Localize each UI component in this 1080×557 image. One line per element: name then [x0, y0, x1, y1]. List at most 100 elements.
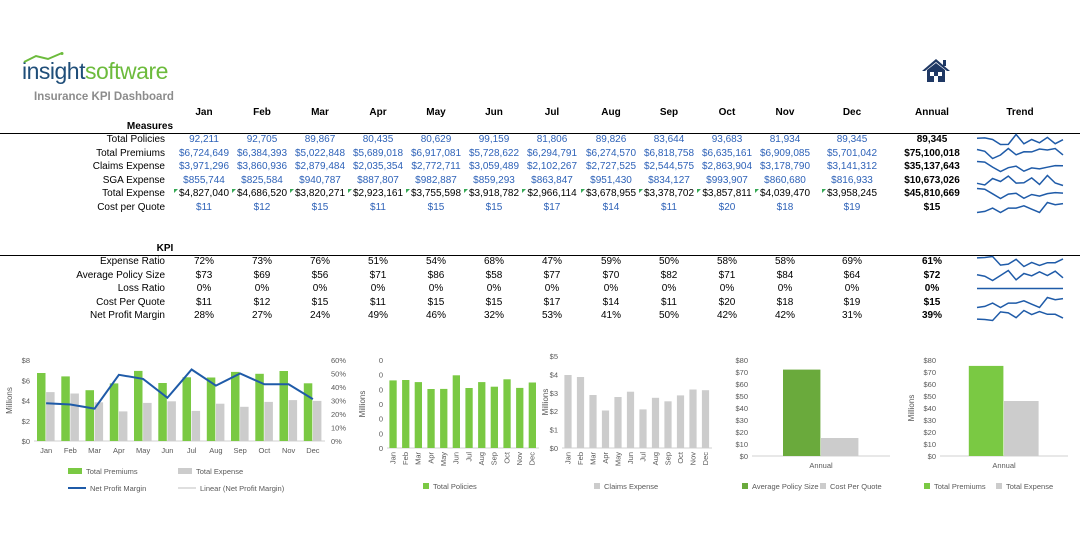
x-tick-label: Feb — [64, 446, 77, 455]
kpi-annual: $72 — [923, 269, 941, 281]
x-tick-label: May — [136, 446, 150, 455]
bar-total-premiums — [37, 373, 46, 441]
measure-value: $15 — [427, 202, 445, 213]
trend-sparkline — [976, 309, 1064, 322]
y-tick-label: $4 — [550, 370, 558, 379]
logo-text-software: software — [84, 58, 168, 84]
measure-value: $2,102,267 — [526, 161, 578, 173]
y2-tick-label: 0% — [331, 437, 342, 446]
y-tick-label: 0 — [379, 415, 383, 424]
measure-annual: $35,137,643 — [904, 161, 960, 173]
measure-value: $2,863,904 — [701, 161, 753, 173]
bar-claims-expense — [601, 410, 610, 448]
measure-value: $3,857,811 — [702, 188, 752, 200]
measure-label: Total Premiums — [96, 147, 165, 159]
cell-flag-icon — [464, 189, 468, 194]
x-tick-label: Jan — [388, 452, 397, 464]
bar-total-policies — [516, 387, 524, 448]
measure-value: 89,867 — [304, 134, 336, 145]
bar-total-premiums — [61, 376, 70, 441]
home-icon[interactable] — [921, 57, 951, 84]
measure-value: 89,826 — [595, 134, 627, 145]
x-tick-label: Nov — [515, 452, 524, 466]
measure-annual: $75,100,018 — [904, 147, 960, 159]
kpi-label: Average Policy Size — [76, 269, 165, 281]
bar-total-expense — [312, 400, 322, 441]
kpi-label: Net Profit Margin — [89, 310, 165, 322]
bar-total-policies — [528, 382, 536, 448]
kpi-value: $86 — [427, 269, 445, 281]
kpi-value: $15 — [427, 296, 445, 308]
y-tick-label: $3 — [550, 389, 558, 398]
y-tick-label: $4 — [22, 397, 30, 406]
kpi-value: 28% — [193, 310, 214, 322]
kpi-value: $56 — [311, 269, 329, 281]
kpi-value: 69% — [841, 256, 862, 267]
measure-value: $6,635,161 — [701, 147, 753, 159]
y-tick-label: 0 — [379, 444, 383, 453]
measure-label: Claims Expense — [92, 161, 165, 173]
measure-value: 92,211 — [189, 134, 219, 145]
bar-total-expense — [264, 401, 273, 441]
legend-swatch — [178, 468, 192, 474]
trend-sparkline — [976, 255, 1064, 268]
premiums-expense-margin-chart: $0 $2 $4 $6 $8 Millions Jan Feb Mar Apr May Jun Jul A… — [0, 348, 360, 498]
x-tick-label: May — [439, 452, 448, 466]
legend-swatch — [820, 483, 826, 489]
measure-value: $4,039,470 — [759, 188, 811, 200]
bar-total-premiums — [206, 377, 216, 441]
annual-header: Annual — [915, 107, 949, 118]
kpi-value: 49% — [367, 310, 388, 322]
x-tick-label: Dec — [701, 452, 710, 466]
kpi-annual: 61% — [921, 256, 942, 267]
x-tick-label: Dec — [528, 452, 537, 466]
x-tick-label: Jan — [563, 452, 572, 464]
kpi-value: $19 — [843, 296, 861, 308]
kpi-annual: 0% — [924, 283, 940, 295]
kpi-value: $12 — [253, 296, 271, 308]
measure-label: Cost per Quote — [97, 202, 165, 213]
y-axis-title: Millions — [541, 389, 550, 416]
measure-value: $834,127 — [648, 174, 690, 186]
measure-value: $4,827,040 — [178, 188, 230, 200]
legend-swatch — [742, 483, 748, 489]
bar-claims-expense — [664, 401, 672, 448]
kpi-value: 0% — [196, 283, 212, 295]
kpi-value: 59% — [600, 256, 621, 267]
bar-average-policy-size — [783, 369, 821, 456]
y-tick-label: $60 — [923, 380, 936, 389]
bar-cost-per-quote — [821, 438, 859, 456]
measure-value: $993,907 — [706, 174, 748, 186]
kpi-value: $69 — [253, 269, 271, 281]
kpi-value: $73 — [195, 269, 213, 281]
measure-value: $3,141,312 — [826, 161, 878, 173]
x-tick-label: Aug — [651, 452, 660, 465]
x-tick-label: Jul — [638, 452, 647, 462]
measure-value: $2,966,114 — [527, 188, 577, 200]
legend-label-total-premiums: Total Premiums — [86, 467, 138, 476]
legend-label-total-expense: Total Expense — [1006, 482, 1053, 491]
cell-flag-icon — [755, 189, 759, 194]
measure-value: $6,917,081 — [410, 147, 462, 159]
bar-total-premiums — [279, 371, 288, 441]
kpi-value: $64 — [843, 269, 861, 281]
kpi-value: 46% — [425, 310, 446, 322]
kpi-value: 0% — [719, 283, 735, 295]
measure-value: $6,384,393 — [236, 147, 288, 159]
bar-total-premiums — [968, 365, 1004, 456]
bar-total-premiums — [85, 390, 94, 441]
y-tick-label: $40 — [735, 404, 748, 413]
legend-label-cost-per-quote: Cost Per Quote — [830, 482, 882, 491]
x-tick-label: Aug — [209, 446, 222, 455]
y-tick-label: $40 — [923, 404, 936, 413]
kpi-value: $17 — [543, 296, 561, 308]
measure-annual: $45,810,669 — [904, 188, 960, 200]
kpi-value: 0% — [603, 283, 619, 295]
x-tick-label: May — [613, 452, 622, 466]
measure-value: $11 — [196, 202, 212, 213]
legend-swatch — [423, 483, 429, 489]
measure-value: $2,772,711 — [411, 161, 461, 173]
x-tick-label: Jun — [626, 452, 635, 464]
month-header-may: May — [426, 107, 446, 118]
measure-value: $4,686,520 — [236, 188, 288, 200]
